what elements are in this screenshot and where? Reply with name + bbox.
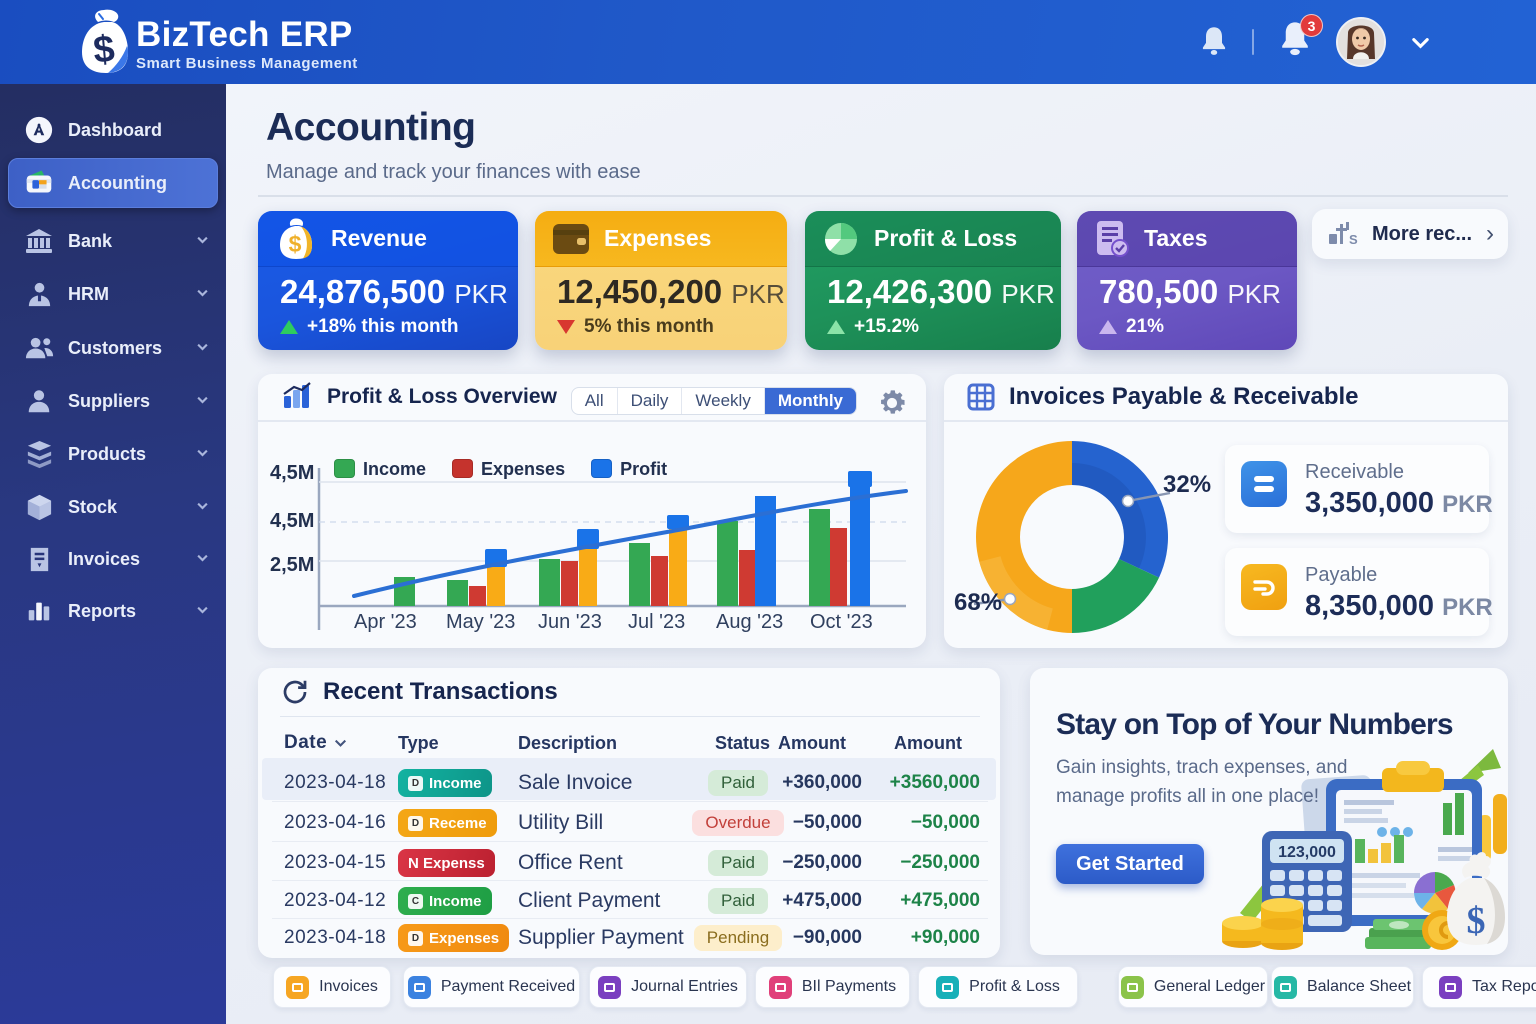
svg-text:123,000: 123,000 <box>1278 844 1336 861</box>
svg-text:$: $ <box>289 231 302 257</box>
svg-text:$: $ <box>92 28 117 72</box>
svg-text:$: $ <box>1467 900 1486 942</box>
svg-text:S: S <box>1349 232 1358 247</box>
